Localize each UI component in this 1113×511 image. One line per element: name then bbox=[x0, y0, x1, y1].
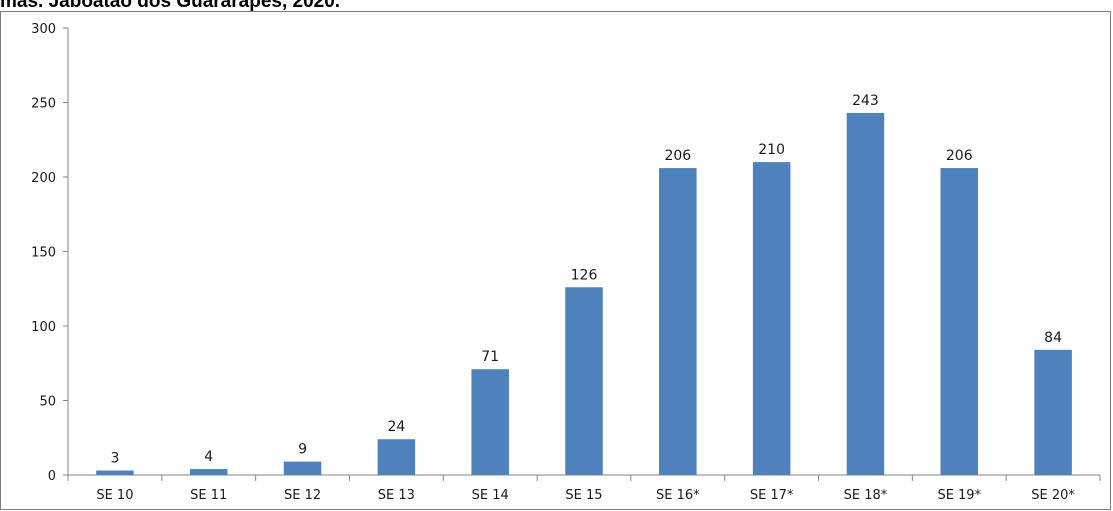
x-category-label: SE 11 bbox=[190, 488, 227, 503]
bar-se-20 bbox=[1034, 349, 1072, 475]
bar-se-11 bbox=[189, 469, 228, 475]
x-category-label: SE 19* bbox=[937, 488, 981, 503]
bar-se-13 bbox=[377, 439, 416, 475]
y-tick-label: 0 bbox=[48, 469, 56, 484]
data-label: 84 bbox=[1044, 330, 1062, 346]
bar-se-17 bbox=[752, 162, 791, 475]
data-label: 3 bbox=[110, 451, 119, 467]
bar-se-10 bbox=[96, 470, 134, 475]
y-tick-label: 150 bbox=[31, 246, 56, 261]
bar-se-12 bbox=[283, 461, 322, 475]
x-category-label: SE 16* bbox=[656, 488, 700, 503]
y-tick-label: 100 bbox=[31, 320, 56, 335]
y-tick-label: 50 bbox=[39, 395, 56, 410]
data-label: 24 bbox=[387, 419, 405, 435]
data-label: 206 bbox=[946, 148, 973, 164]
chart-title: mas. Jaboatão dos Guararapes, 2020. bbox=[0, 0, 341, 12]
data-label: 210 bbox=[758, 142, 785, 158]
x-category-label: SE 18* bbox=[844, 488, 888, 503]
data-label: 4 bbox=[204, 449, 213, 465]
bar-se-15 bbox=[565, 287, 603, 475]
x-category-label: SE 15 bbox=[565, 488, 602, 503]
data-label: 243 bbox=[852, 93, 879, 109]
data-label: 71 bbox=[481, 349, 499, 365]
x-category-label: SE 12 bbox=[284, 488, 321, 503]
data-label: 9 bbox=[298, 442, 307, 458]
y-tick-label: 250 bbox=[31, 97, 56, 112]
x-category-label: SE 20* bbox=[1031, 488, 1075, 503]
data-label: 126 bbox=[571, 267, 598, 283]
chart-frame bbox=[0, 11, 1111, 510]
bar-se-14 bbox=[471, 369, 509, 475]
x-category-label: SE 14 bbox=[472, 488, 509, 503]
bar-se-18 bbox=[846, 112, 885, 476]
bar-se-16 bbox=[659, 168, 697, 475]
data-label: 206 bbox=[664, 148, 691, 164]
y-tick-label: 200 bbox=[31, 171, 56, 186]
x-category-label: SE 10 bbox=[96, 488, 133, 503]
bar-se-19 bbox=[940, 168, 979, 475]
x-category-label: SE 17* bbox=[750, 488, 794, 503]
x-category-label: SE 13 bbox=[378, 488, 415, 503]
y-tick-label: 300 bbox=[31, 22, 56, 37]
